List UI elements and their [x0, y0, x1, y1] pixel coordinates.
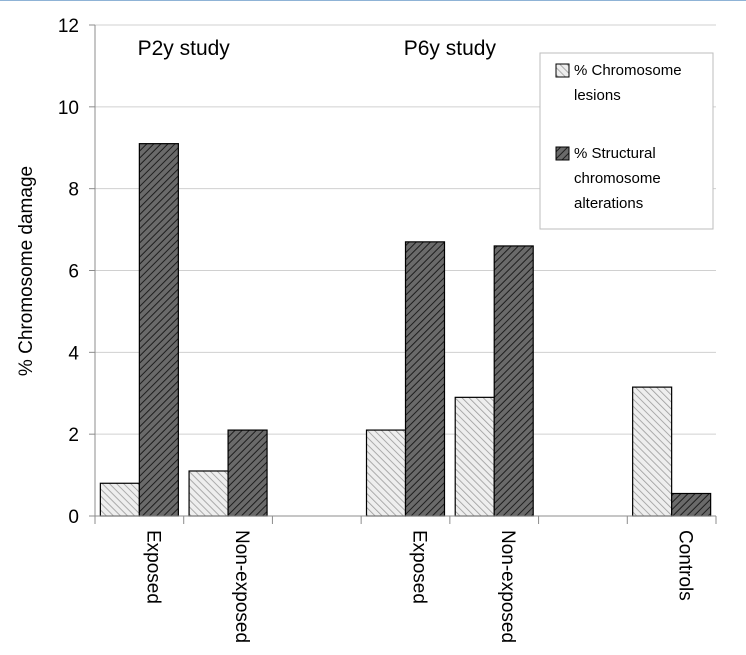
legend-swatch — [555, 63, 570, 78]
category-label: Non-exposed — [497, 530, 518, 643]
legend-label: % Structural — [574, 145, 656, 162]
bar-lesions-3 — [365, 429, 407, 517]
legend-label: alterations — [574, 195, 643, 212]
bar-lesions-5 — [632, 386, 673, 517]
top-rule — [0, 0, 746, 1]
y-tick-label: 10 — [58, 98, 79, 119]
y-tick-label: 4 — [68, 343, 79, 364]
bar-lesions-2 — [188, 470, 229, 517]
legend-label: % Chromosome — [574, 62, 682, 79]
bar-lesions-4 — [454, 396, 495, 517]
y-tick-label: 0 — [68, 507, 79, 528]
bar-structural-5 — [671, 492, 712, 517]
category-labels: Exposed Non-exposed Exposed Non-exposed Cont… — [142, 530, 695, 643]
category-label: Controls — [675, 530, 696, 601]
y-tick-labels: 0 2 4 6 8 10 12 — [58, 16, 80, 528]
axes — [89, 24, 717, 524]
study-annotation: P6y study — [404, 37, 497, 60]
y-tick-label: 8 — [68, 180, 79, 201]
legend-label: chromosome — [574, 170, 661, 187]
bar-structural-2 — [227, 429, 268, 517]
bar-structural-4 — [493, 245, 534, 517]
legend-box — [539, 52, 714, 230]
study-annotation: P2y study — [138, 37, 231, 60]
bars — [99, 143, 712, 517]
category-label: Non-exposed — [231, 530, 252, 643]
y-tick-label: 12 — [58, 16, 79, 37]
legend-swatch — [555, 146, 570, 161]
bar-structural-1 — [138, 143, 179, 517]
annotations: P2y study P6y study — [138, 37, 497, 60]
legend: % Chromosome lesions % Structural chromosom… — [539, 52, 714, 230]
legend-label: lesions — [574, 87, 621, 104]
bar-structural-3 — [404, 241, 446, 517]
y-axis-title: % Chromosome damage — [16, 166, 37, 376]
category-label: Exposed — [142, 530, 163, 604]
y-tick-label: 6 — [68, 262, 79, 283]
bar-lesions-1 — [99, 482, 140, 517]
category-label: Exposed — [409, 530, 430, 604]
y-tick-label: 2 — [68, 425, 79, 446]
